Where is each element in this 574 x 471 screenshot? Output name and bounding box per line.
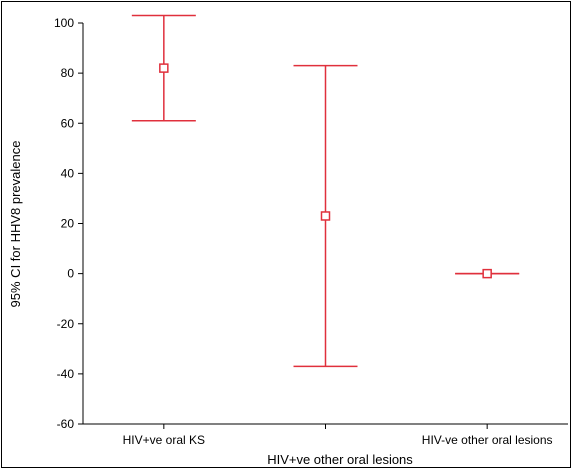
- mean-marker: [159, 63, 169, 73]
- y-tick-label: -60: [57, 417, 75, 431]
- y-tick-label: 0: [67, 267, 74, 281]
- error-bar: [131, 14, 196, 122]
- x-axis-title: HIV+ve other oral lesions: [267, 452, 413, 467]
- mean-marker: [482, 268, 492, 279]
- error-bar: [455, 268, 520, 279]
- x-tick-label: HIV+ve oral KS: [123, 433, 205, 447]
- mean-marker: [320, 211, 331, 221]
- y-tick-label: 40: [61, 166, 75, 180]
- x-tick-label: HIV-ve other oral lesions: [422, 433, 553, 447]
- y-tick-label: 80: [61, 66, 75, 80]
- y-tick-label: 60: [61, 116, 75, 130]
- error-bar: [293, 64, 358, 368]
- y-tick-label: 100: [54, 16, 74, 30]
- x-ticks: HIV+ve oral KS HIV-ve other oral lesions: [123, 424, 553, 447]
- y-tick-label: -20: [57, 317, 75, 331]
- y-tick-label: -40: [57, 367, 75, 381]
- y-tick-label: 20: [61, 217, 75, 231]
- y-axis-title: 95% CI for HHV8 prevalence: [8, 141, 23, 308]
- y-ticks: 100 80 60 40 20 0 -20 -40 -60: [54, 16, 83, 431]
- error-bars: [131, 14, 520, 368]
